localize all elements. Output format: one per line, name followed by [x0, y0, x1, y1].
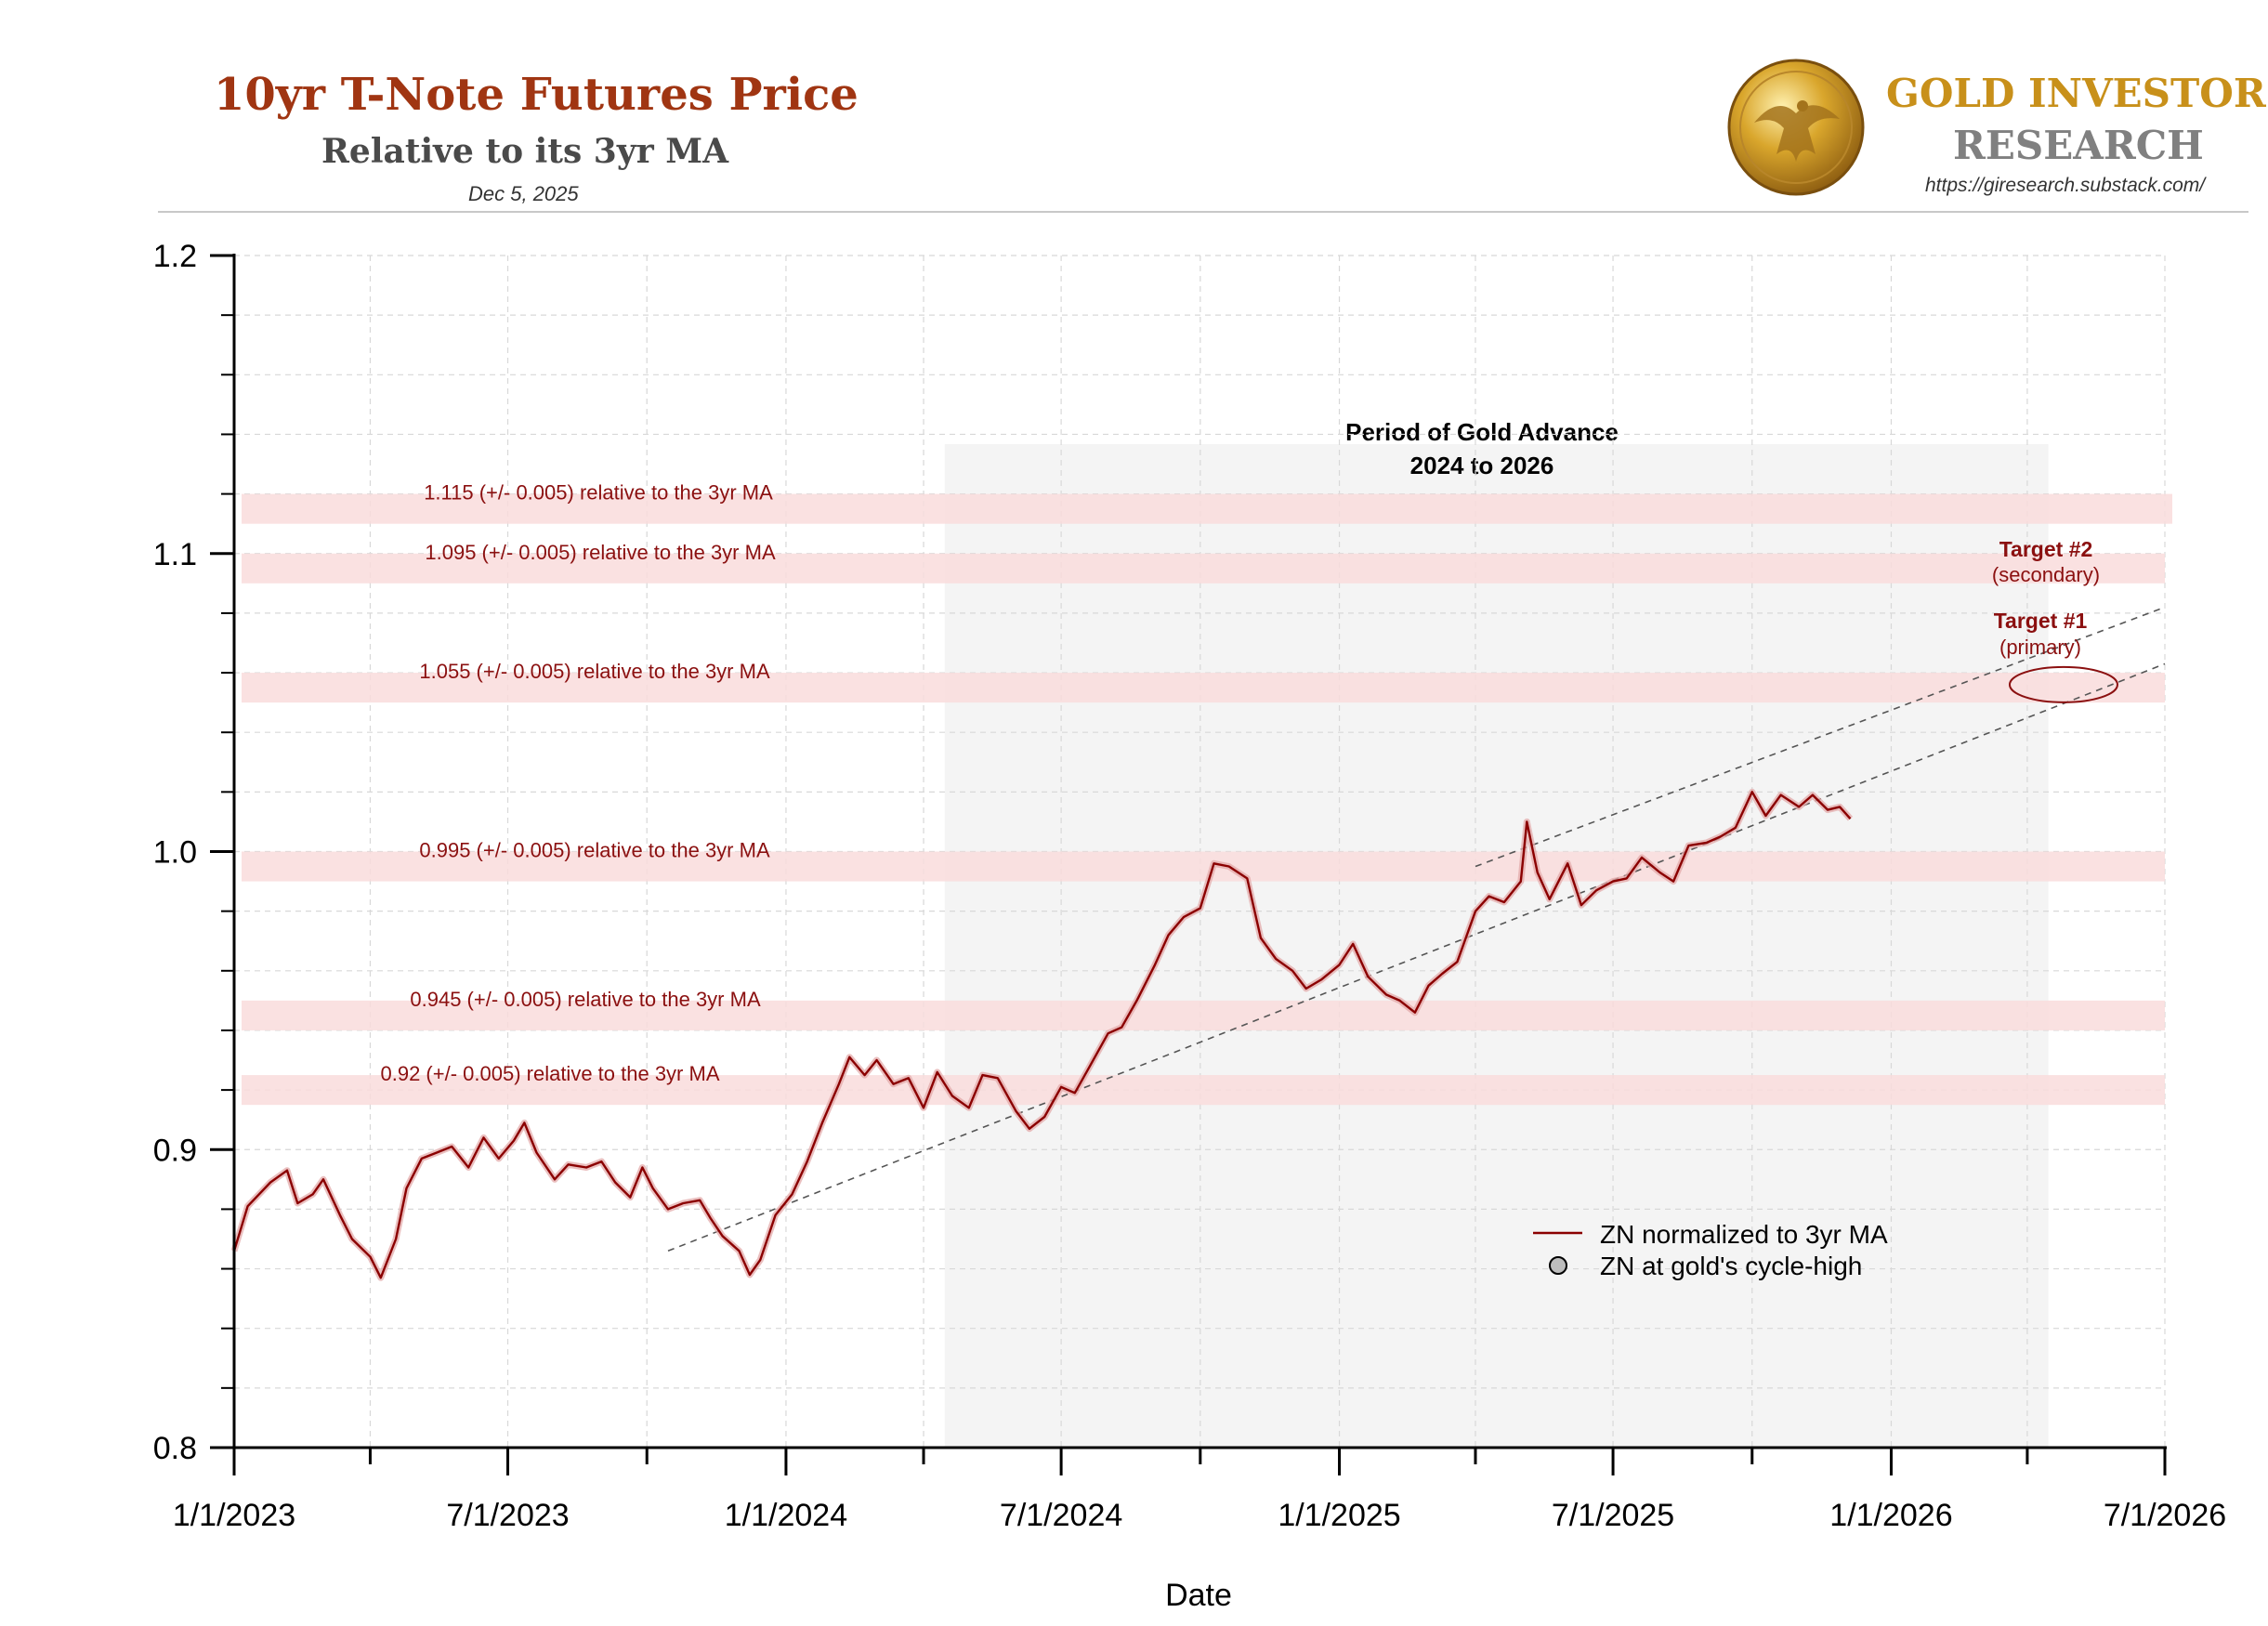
- brand-name-line1: GOLD INVESTOR: [1886, 71, 2266, 116]
- x-tick-label: 1/1/2023: [173, 1498, 295, 1533]
- y-tick-label: 1.2: [153, 239, 197, 274]
- gold-advance-region: [944, 444, 2049, 1448]
- legend-swatch-marker: [1549, 1256, 1567, 1275]
- brand-url: https://giresearch.substack.com/: [1925, 175, 2206, 196]
- x-tick-label: 1/1/2025: [1278, 1498, 1400, 1533]
- band-0.945: [242, 1000, 2165, 1030]
- legend: ZN normalized to 3yr MA ZN at gold's cycl…: [1533, 1220, 1888, 1280]
- band-1.095: [242, 553, 2165, 584]
- band-label-1.095: 1.095 (+/- 0.005) relative to the 3yr MA: [425, 541, 776, 564]
- x-tick-label: 1/1/2026: [1829, 1498, 1952, 1533]
- target-2-note: (secondary): [1992, 563, 2100, 586]
- x-tick-label: 7/1/2024: [1000, 1498, 1122, 1533]
- target-2-title: Target #2: [1999, 537, 2093, 561]
- band-label-0.945: 0.945 (+/- 0.005) relative to the 3yr MA: [410, 988, 761, 1011]
- legend-entry-series: ZN normalized to 3yr MA: [1600, 1220, 1888, 1249]
- x-tick-label: 7/1/2025: [1552, 1498, 1674, 1533]
- band-label-1.055: 1.055 (+/- 0.005) relative to the 3yr MA: [419, 660, 770, 683]
- header-divider: [158, 211, 2248, 213]
- band-1.115: [242, 493, 2172, 524]
- band-0.92: [242, 1075, 2165, 1106]
- series-line: [232, 791, 1852, 1279]
- trend-line-2: [1475, 606, 2166, 868]
- x-tick-label: 1/1/2024: [725, 1498, 847, 1533]
- y-tick-label: 1.1: [153, 537, 197, 572]
- target-1-note: (primary): [1999, 636, 2081, 659]
- target-1-ellipse: [2008, 665, 2118, 703]
- band-label-1.115: 1.115 (+/- 0.005) relative to the 3yr MA: [424, 481, 773, 505]
- target-1-title: Target #1: [1994, 609, 2088, 633]
- y-tick-label: 1.0: [153, 835, 197, 871]
- x-axis-label: Date: [1165, 1578, 1232, 1613]
- x-tick-label: 7/1/2023: [446, 1498, 569, 1533]
- page-title: 10yr T-Note Futures Price: [214, 69, 859, 121]
- page-subtitle: Relative to its 3yr MA: [321, 132, 729, 171]
- page-date: Dec 5, 2025: [468, 182, 579, 205]
- x-tick-label: 7/1/2026: [2104, 1498, 2226, 1533]
- band-label-0.995: 0.995 (+/- 0.005) relative to the 3yr MA: [419, 839, 770, 862]
- band-label-0.92: 0.92 (+/- 0.005) relative to the 3yr MA: [380, 1062, 719, 1085]
- region-label-line2: 2024 to 2026: [1410, 452, 1554, 479]
- y-tick-label: 0.9: [153, 1133, 197, 1168]
- band-0.995: [242, 851, 2165, 882]
- y-tick-label: 0.8: [153, 1431, 197, 1466]
- band-1.055: [242, 673, 2165, 703]
- legend-entry-marker: ZN at gold's cycle-high: [1600, 1252, 1862, 1280]
- region-label-line1: Period of Gold Advance: [1345, 418, 1619, 446]
- trend-line-1: [667, 662, 2166, 1252]
- brand-name-line2: RESEARCH: [1953, 123, 2204, 168]
- gold-eagle-coin-icon: [1727, 59, 1865, 196]
